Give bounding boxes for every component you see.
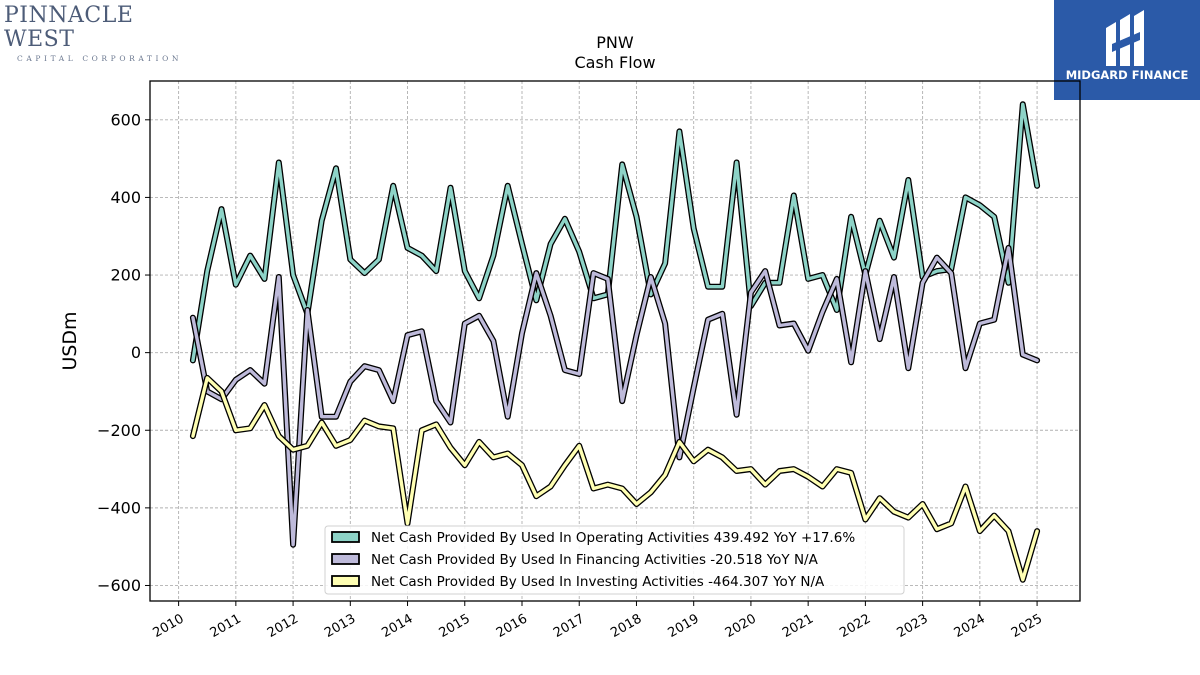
series-1-line <box>191 246 1039 547</box>
x-tick-label: 2024 <box>952 611 988 641</box>
legend-swatch <box>331 575 360 587</box>
legend-swatch <box>331 531 360 543</box>
legend-box <box>324 525 905 595</box>
logo-company-name: PINNACLE WEST <box>4 3 134 52</box>
series-lines <box>189 101 1041 583</box>
y-tick-label: −200 <box>97 421 141 440</box>
legend-label: Net Cash Provided By Used In Investing A… <box>371 574 825 590</box>
chart-title: PNW <box>596 33 634 52</box>
midgard-finance-logo: MIDGARD FINANCE <box>1054 0 1200 100</box>
x-tick-label: 2017 <box>551 611 587 641</box>
y-tick-label: 0 <box>131 343 141 362</box>
plot-frame <box>149 80 1081 602</box>
y-tick-label: −600 <box>97 576 141 595</box>
x-tick-label: 2011 <box>208 611 244 641</box>
logo-brand-name: MIDGARD FINANCE <box>1065 68 1189 82</box>
chart-subtitle: Cash Flow <box>574 53 655 72</box>
series-2-line <box>191 376 1039 582</box>
y-tick-label: 200 <box>110 266 141 285</box>
series-0-line <box>191 102 1039 363</box>
legend-label: Net Cash Provided By Used In Operating A… <box>371 530 855 546</box>
x-tick-label: 2015 <box>437 611 473 641</box>
x-tick-label: 2018 <box>608 611 644 641</box>
y-tick-label: 400 <box>110 188 141 207</box>
legend-swatch <box>331 553 360 565</box>
x-tick-label: 2013 <box>322 611 358 641</box>
x-tick-label: 2020 <box>723 611 759 641</box>
x-tick-label: 2016 <box>494 611 530 641</box>
x-tick-label: 2022 <box>837 611 873 641</box>
y-axis-label: USDm <box>59 311 81 370</box>
x-tick-label: 2012 <box>265 611 301 641</box>
midgard-mark-icon <box>1106 10 1144 66</box>
x-tick-label: 2019 <box>666 611 702 641</box>
y-tick-label: 600 <box>110 110 141 129</box>
logo-company-subtitle: CAPITAL CORPORATION <box>17 54 182 63</box>
x-tick-label: 2010 <box>150 611 186 641</box>
legend: Net Cash Provided By Used In Operating A… <box>324 525 905 595</box>
pinnacle-west-logo: PINNACLE WEST CAPITAL CORPORATION <box>4 4 194 64</box>
y-tick-label: −400 <box>97 498 141 517</box>
x-tick-label: 2021 <box>780 611 816 641</box>
x-tick-label: 2014 <box>379 611 415 641</box>
x-tick-label: 2023 <box>894 611 930 641</box>
legend-label: Net Cash Provided By Used In Financing A… <box>371 552 819 568</box>
x-tick-label: 2025 <box>1009 611 1045 641</box>
